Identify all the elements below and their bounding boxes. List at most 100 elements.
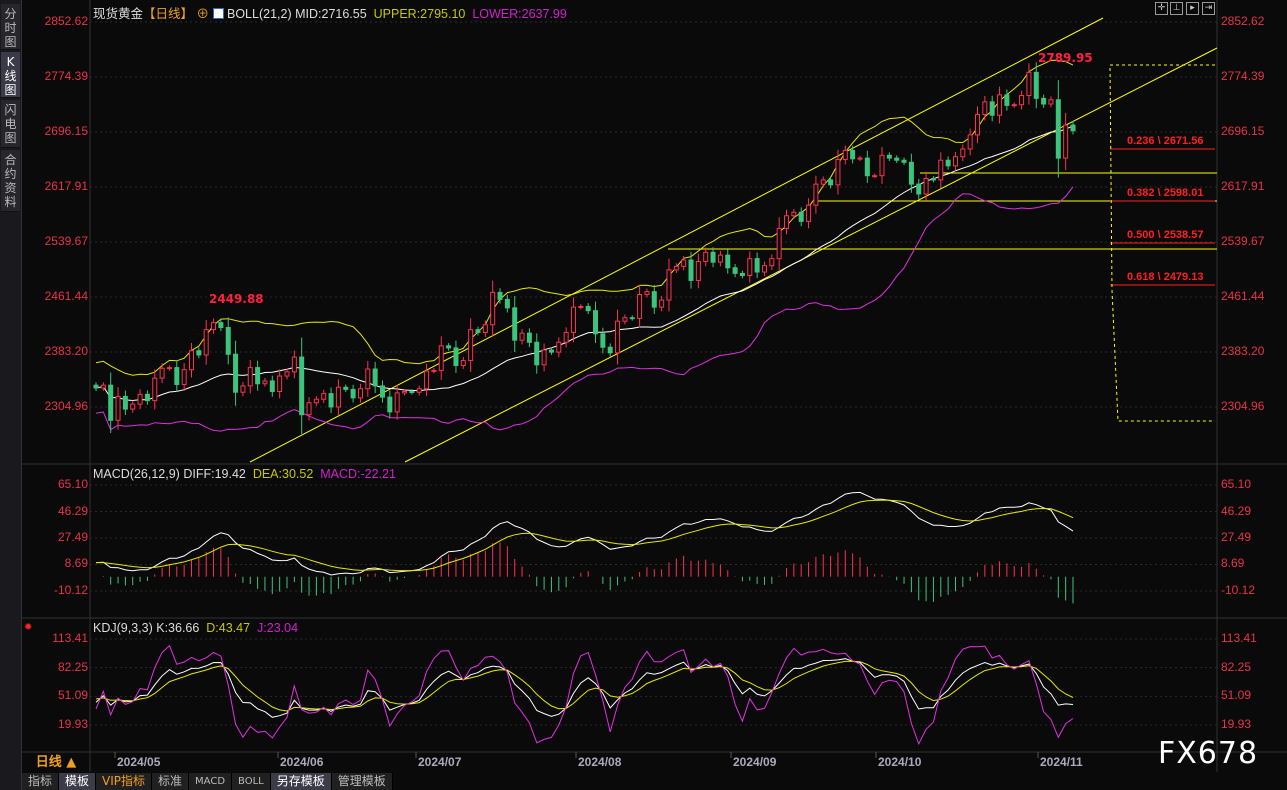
tab-boll[interactable]: BOLL bbox=[232, 773, 271, 790]
zoom-in-icon[interactable]: ⊥ bbox=[1170, 2, 1183, 15]
y-tick-left: 2774.39 bbox=[44, 68, 88, 83]
candle-up bbox=[152, 377, 158, 402]
sidebar-item-flash[interactable]: 闪电图 bbox=[1, 100, 20, 148]
candle-up bbox=[277, 375, 283, 393]
candle-up bbox=[1048, 99, 1054, 105]
macd-tick-left: 65.10 bbox=[57, 477, 88, 491]
y-tick-right: 2852.62 bbox=[1221, 14, 1265, 28]
x-tick: 2024/10 bbox=[878, 755, 922, 769]
sidebar-item-kline[interactable]: K线图 bbox=[1, 52, 20, 98]
crosshair-icon[interactable]: ⊕ bbox=[196, 7, 210, 21]
chart-icon[interactable] bbox=[212, 8, 224, 19]
macd-tick-right: 27.49 bbox=[1221, 530, 1252, 544]
tab-macd[interactable]: MACD bbox=[189, 773, 233, 790]
kdj-d-line bbox=[95, 660, 1074, 712]
crosshair-tool-icon[interactable]: ✛ bbox=[1155, 2, 1168, 15]
y-tick-left: 2852.62 bbox=[44, 14, 88, 28]
candle-down bbox=[629, 317, 635, 320]
kdj-tick-right: 19.93 bbox=[1221, 717, 1252, 731]
candle-down bbox=[1070, 124, 1076, 132]
candle-down bbox=[93, 384, 99, 389]
watermark-logo: FX678 bbox=[1158, 736, 1259, 771]
kdj-tick-right: 51.09 bbox=[1221, 688, 1252, 703]
kdj-label: KDJ(9,3,3) bbox=[93, 621, 153, 635]
exit-icon[interactable]: ⇥ bbox=[1202, 2, 1215, 15]
x-tick: 2024/05 bbox=[117, 755, 161, 769]
candle-up bbox=[211, 322, 217, 331]
candle-up bbox=[402, 391, 408, 394]
y-tick-right: 2617.91 bbox=[1221, 178, 1265, 193]
candle-down bbox=[299, 356, 305, 416]
candle-up bbox=[659, 299, 665, 308]
indicator-settings-icon[interactable]: ✹ bbox=[24, 622, 33, 633]
period-button[interactable]: 日线 ▲ bbox=[35, 755, 77, 770]
y-tick-left: 2461.44 bbox=[44, 288, 88, 303]
candle-up bbox=[1026, 71, 1032, 97]
candle-down bbox=[1055, 99, 1061, 159]
kdj-k: K:36.66 bbox=[156, 621, 200, 635]
candle-up bbox=[519, 332, 525, 341]
candle-up bbox=[842, 149, 848, 161]
candle-down bbox=[908, 161, 914, 185]
tab-indicator[interactable]: 指标 bbox=[22, 773, 60, 790]
candle-up bbox=[967, 134, 973, 150]
candle-up bbox=[695, 260, 701, 281]
y-tick-right: 2696.15 bbox=[1221, 123, 1265, 138]
candle-up bbox=[578, 305, 584, 308]
candle-up bbox=[776, 227, 782, 260]
y-tick-left: 2617.91 bbox=[44, 178, 88, 193]
candle-up bbox=[784, 215, 790, 229]
candle-up bbox=[835, 159, 841, 186]
candle-down bbox=[593, 310, 599, 335]
candle-down bbox=[144, 393, 150, 402]
candle-down bbox=[372, 368, 378, 387]
candle-up bbox=[100, 384, 106, 389]
candle-up bbox=[262, 380, 268, 385]
y-tick-left: 2383.20 bbox=[44, 343, 88, 358]
candle-down bbox=[607, 346, 613, 354]
play-icon[interactable]: ▸ bbox=[1186, 2, 1199, 15]
tab-vip-indicator[interactable]: VIP指标 bbox=[96, 773, 153, 790]
sidebar-item-contract-info[interactable]: 合约资料 bbox=[1, 150, 20, 212]
y-tick-right: 2383.20 bbox=[1221, 343, 1265, 358]
fib-range-box bbox=[1109, 64, 1215, 422]
tab-template[interactable]: 模板 bbox=[59, 773, 97, 790]
candle-down bbox=[1004, 94, 1010, 106]
candle-down bbox=[196, 350, 202, 356]
candle-down bbox=[446, 345, 452, 349]
candle-up bbox=[975, 114, 981, 136]
tab-save-template[interactable]: 另存模板 bbox=[270, 773, 332, 790]
boll-lower: LOWER:2637.99 bbox=[472, 7, 567, 21]
candle-down bbox=[225, 327, 231, 355]
boll-upper-line bbox=[95, 59, 1074, 376]
candle-down bbox=[1033, 71, 1039, 99]
tab-standard[interactable]: 标准 bbox=[152, 773, 190, 790]
candle-up bbox=[365, 368, 371, 390]
period-label: 【日线】 bbox=[143, 7, 194, 21]
candle-up bbox=[820, 179, 826, 185]
candle-down bbox=[497, 291, 503, 300]
candle-up bbox=[982, 101, 988, 116]
boll-upper: UPPER:2795.10 bbox=[373, 7, 466, 21]
swing-high-label: 2449.88 bbox=[209, 292, 264, 306]
tab-manage-template[interactable]: 管理模板 bbox=[331, 773, 393, 790]
candle-down bbox=[255, 367, 261, 385]
sidebar-item-timeshare[interactable]: 分时图 bbox=[1, 4, 20, 50]
y-tick-right: 2461.44 bbox=[1221, 288, 1265, 303]
candle-down bbox=[901, 159, 907, 163]
kdj-d: D:43.47 bbox=[206, 621, 251, 635]
sidebar: 分时图 K线图 闪电图 合约资料 bbox=[0, 0, 22, 790]
candle-down bbox=[688, 259, 694, 281]
candle-up bbox=[321, 393, 327, 400]
x-tick: 2024/07 bbox=[418, 755, 462, 769]
candle-down bbox=[512, 307, 518, 341]
candle-up bbox=[622, 317, 628, 322]
candle-up bbox=[703, 251, 709, 262]
candle-down bbox=[850, 149, 856, 160]
candle-up bbox=[879, 154, 885, 177]
candle-up bbox=[416, 388, 422, 393]
candle-down bbox=[916, 183, 922, 195]
candle-down bbox=[798, 211, 804, 222]
candle-down bbox=[343, 386, 349, 390]
